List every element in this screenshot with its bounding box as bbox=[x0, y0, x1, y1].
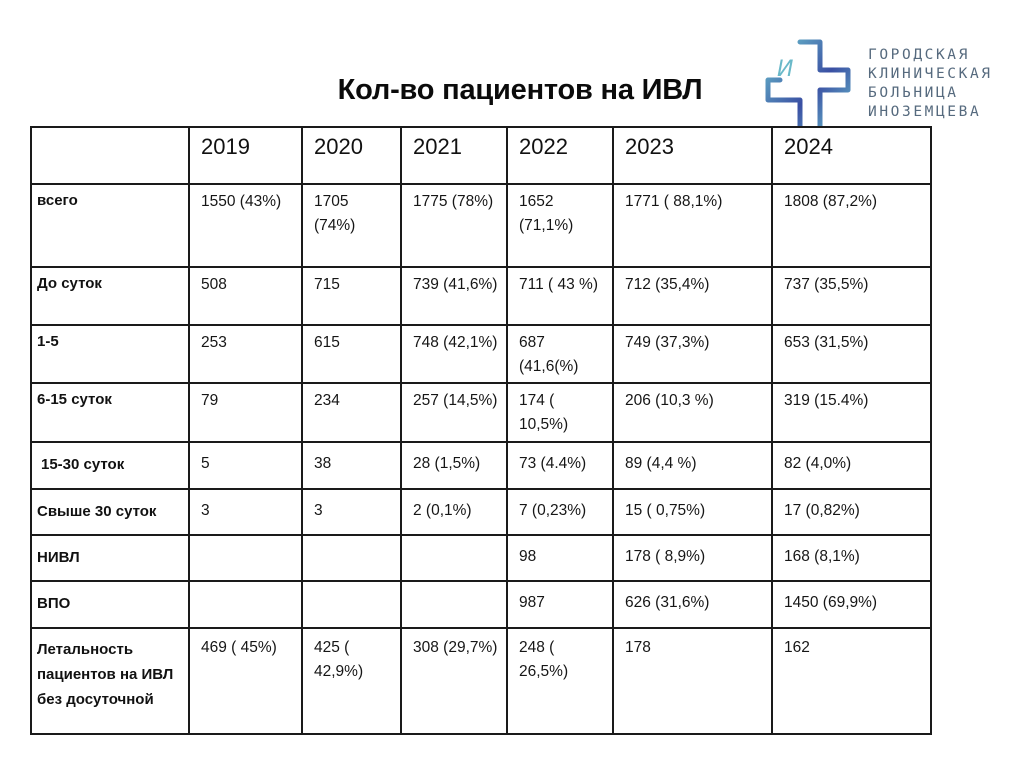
ventilation-patients-table: 2019 2020 2021 2022 2023 2024 всего 1550… bbox=[30, 126, 932, 735]
table-cell: 73 (4.4%) bbox=[506, 441, 614, 490]
hospital-name-line: ГОРОДСКАЯ bbox=[868, 47, 970, 63]
medical-cross-icon: И bbox=[765, 39, 851, 135]
table-cell bbox=[301, 580, 402, 629]
table-cell: 253 bbox=[188, 324, 303, 384]
table-cell: 206 (10,3 %) bbox=[612, 382, 773, 443]
row-label-mortality: Летальность пациентов на ИВЛ без досуточ… bbox=[30, 627, 190, 735]
table-cell: 319 (15.4%) bbox=[771, 382, 932, 443]
table-cell: 1652 (71,1%) bbox=[506, 183, 614, 268]
table-cell: 168 (8,1%) bbox=[771, 534, 932, 582]
table-cell: 308 (29,7%) bbox=[400, 627, 508, 735]
row-label-6-15-days: 6-15 суток bbox=[30, 382, 190, 443]
table-cell: 715 bbox=[301, 266, 402, 326]
table-cell: 425 ( 42,9%) bbox=[301, 627, 402, 735]
table-cell: 178 bbox=[612, 627, 773, 735]
table-cell: 257 (14,5%) bbox=[400, 382, 508, 443]
table-row: 6-15 суток 79 234 257 (14,5%) 174 ( 10,5… bbox=[30, 382, 932, 443]
column-header-2023: 2023 bbox=[612, 126, 773, 185]
row-label-total: всего bbox=[30, 183, 190, 268]
table-cell: 739 (41,6%) bbox=[400, 266, 508, 326]
table-cell: 2 (0,1%) bbox=[400, 488, 508, 536]
table-cell: 79 bbox=[188, 382, 303, 443]
table-cell: 626 (31,6%) bbox=[612, 580, 773, 629]
table-cell: 3 bbox=[188, 488, 303, 536]
table-cell: 178 ( 8,9%) bbox=[612, 534, 773, 582]
table-cell bbox=[301, 534, 402, 582]
row-label-15-30-days: 15-30 суток bbox=[30, 441, 190, 490]
table-cell: 82 (4,0%) bbox=[771, 441, 932, 490]
table-cell: 38 bbox=[301, 441, 402, 490]
table-cell: 3 bbox=[301, 488, 402, 536]
table-cell: 174 ( 10,5%) bbox=[506, 382, 614, 443]
svg-text:И: И bbox=[777, 57, 793, 82]
hospital-name: ГОРОДСКАЯ КЛИНИЧЕСКАЯ БОЛЬНИЦА ИНОЗЕМЦЕВ… bbox=[868, 46, 993, 122]
table-cell: 711 ( 43 %) bbox=[506, 266, 614, 326]
row-label-under-day: До суток bbox=[30, 266, 190, 326]
table-cell: 1771 ( 88,1%) bbox=[612, 183, 773, 268]
table-cell: 162 bbox=[771, 627, 932, 735]
column-header-2021: 2021 bbox=[400, 126, 508, 185]
table-cell: 5 bbox=[188, 441, 303, 490]
column-header-2024: 2024 bbox=[771, 126, 932, 185]
row-label-nivl: НИВЛ bbox=[30, 534, 190, 582]
table-cell: 1808 (87,2%) bbox=[771, 183, 932, 268]
table-row: ВПО 987 626 (31,6%) 1450 (69,9%) bbox=[30, 580, 932, 629]
hospital-name-line: ИНОЗЕМЦЕВА bbox=[868, 104, 982, 120]
table-cell: 248 ( 26,5%) bbox=[506, 627, 614, 735]
table-cell bbox=[188, 534, 303, 582]
column-header-2020: 2020 bbox=[301, 126, 402, 185]
table-cell: 17 (0,82%) bbox=[771, 488, 932, 536]
table-cell: 89 (4,4 %) bbox=[612, 441, 773, 490]
table-row: всего 1550 (43%) 1705 (74%) 1775 (78%) 1… bbox=[30, 183, 932, 268]
table-cell bbox=[400, 534, 508, 582]
table-row: 1-5 253 615 748 (42,1%) 687 (41,6(%) 749… bbox=[30, 324, 932, 384]
slide-title: Кол-во пациентов на ИВЛ bbox=[337, 74, 703, 106]
table-cell: 1775 (78%) bbox=[400, 183, 508, 268]
table-row: До суток 508 715 739 (41,6%) 711 ( 43 %)… bbox=[30, 266, 932, 326]
table-row: 15-30 суток 5 38 28 (1,5%) 73 (4.4%) 89 … bbox=[30, 441, 932, 490]
table-cell: 712 (35,4%) bbox=[612, 266, 773, 326]
column-header-2019: 2019 bbox=[188, 126, 303, 185]
table-row: НИВЛ 98 178 ( 8,9%) 168 (8,1%) bbox=[30, 534, 932, 582]
table-cell: 98 bbox=[506, 534, 614, 582]
table-row: Летальность пациентов на ИВЛ без досуточ… bbox=[30, 627, 932, 735]
row-label-vpo: ВПО bbox=[30, 580, 190, 629]
hospital-logo: И ГОРОДСКАЯ КЛИНИЧЕСКАЯ БОЛЬНИЦА ИНОЗЕМЦ… bbox=[762, 38, 1002, 138]
table-cell: 469 ( 45%) bbox=[188, 627, 303, 735]
table-cell: 15 ( 0,75%) bbox=[612, 488, 773, 536]
table-cell: 1450 (69,9%) bbox=[771, 580, 932, 629]
row-label-over-30-days: Свыше 30 суток bbox=[30, 488, 190, 536]
table-cell: 737 (35,5%) bbox=[771, 266, 932, 326]
table-cell: 7 (0,23%) bbox=[506, 488, 614, 536]
table-cell: 749 (37,3%) bbox=[612, 324, 773, 384]
table-cell: 653 (31,5%) bbox=[771, 324, 932, 384]
table-cell bbox=[188, 580, 303, 629]
table-cell: 1550 (43%) bbox=[188, 183, 303, 268]
column-header-2022: 2022 bbox=[506, 126, 614, 185]
table-cell: 987 bbox=[506, 580, 614, 629]
table-cell bbox=[400, 580, 508, 629]
table-cell: 28 (1,5%) bbox=[400, 441, 508, 490]
table-row: Свыше 30 суток 3 3 2 (0,1%) 7 (0,23%) 15… bbox=[30, 488, 932, 536]
table-cell: 687 (41,6(%) bbox=[506, 324, 614, 384]
table-cell: 508 bbox=[188, 266, 303, 326]
table-header-row: 2019 2020 2021 2022 2023 2024 bbox=[30, 126, 932, 185]
corner-cell bbox=[30, 126, 190, 185]
hospital-name-line: БОЛЬНИЦА bbox=[868, 85, 959, 101]
row-label-1-5-days: 1-5 bbox=[30, 324, 190, 384]
table-cell: 748 (42,1%) bbox=[400, 324, 508, 384]
hospital-name-line: КЛИНИЧЕСКАЯ bbox=[868, 66, 993, 82]
table-cell: 1705 (74%) bbox=[301, 183, 402, 268]
table-cell: 615 bbox=[301, 324, 402, 384]
table-cell: 234 bbox=[301, 382, 402, 443]
